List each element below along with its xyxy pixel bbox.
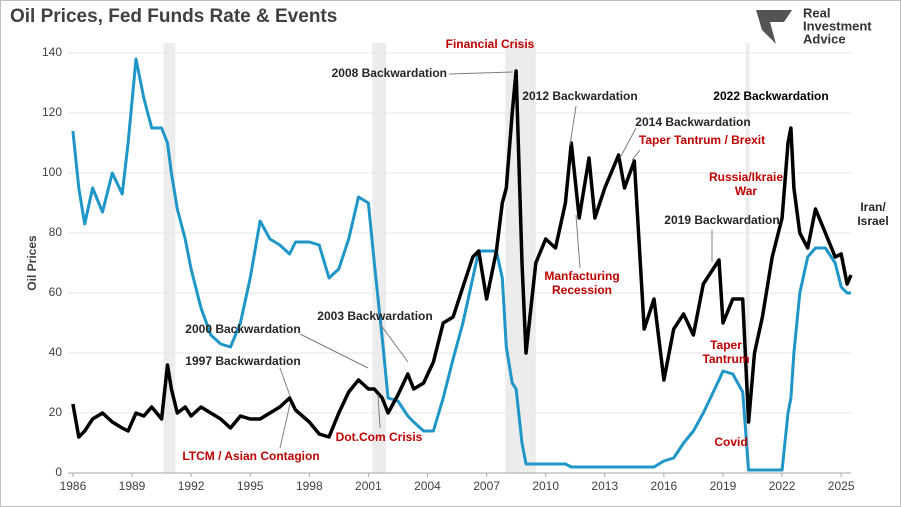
x-tick-label: 2022 xyxy=(769,479,796,493)
series-line xyxy=(71,69,853,439)
recession-band xyxy=(372,43,387,473)
leader-line xyxy=(279,367,291,397)
annotation: Israel xyxy=(857,214,888,228)
annotation: Tantrum xyxy=(702,352,749,366)
x-tick-label: 2019 xyxy=(710,479,737,493)
logo-text: Advice xyxy=(803,31,846,46)
x-tick-label: 2016 xyxy=(651,479,678,493)
leader-line xyxy=(299,333,369,369)
x-tick-label: 1986 xyxy=(60,479,87,493)
recession-band xyxy=(163,43,176,473)
annotation: Taper xyxy=(710,338,742,352)
annotation: 2012 Backwardation xyxy=(522,89,637,103)
annotation: 2008 Backwardation xyxy=(332,66,447,80)
leader-line xyxy=(619,127,637,159)
leader-line xyxy=(631,149,641,161)
annotation: War xyxy=(735,184,758,198)
y-axis-label: Oil Prices xyxy=(25,235,39,291)
annotation: 2000 Backwardation xyxy=(185,322,300,336)
leader-line xyxy=(448,71,514,75)
logo-text: Investment xyxy=(803,18,872,33)
annotation: Dot.Com Crisis xyxy=(336,430,423,444)
annotation: LTCM / Asian Contagion xyxy=(182,449,319,463)
annotation: 2019 Backwardation xyxy=(664,213,779,227)
leader-line xyxy=(569,105,577,146)
annotation: Manfacturing xyxy=(544,269,619,283)
leader-line xyxy=(377,394,381,429)
y-tick-label: 140 xyxy=(42,45,62,59)
annotation: Financial Crisis xyxy=(446,37,535,51)
x-tick-label: 2010 xyxy=(532,479,559,493)
annotation: 2003 Backwardation xyxy=(317,309,432,323)
y-tick-label: 120 xyxy=(42,105,62,119)
annotation: Taper Tantrum / Brexit xyxy=(639,133,765,147)
leader-line xyxy=(379,323,409,363)
y-tick-label: 0 xyxy=(55,465,62,479)
x-tick-label: 2001 xyxy=(355,479,382,493)
annotation: Covid xyxy=(714,435,747,449)
x-tick-label: 2007 xyxy=(473,479,500,493)
logo-text: Real xyxy=(803,5,830,20)
x-tick-label: 1998 xyxy=(296,479,323,493)
y-tick-label: 100 xyxy=(42,165,62,179)
annotation: 1997 Backwardation xyxy=(185,354,300,368)
annotation: Russia/Ikraie xyxy=(709,170,783,184)
x-tick-label: 2025 xyxy=(828,479,855,493)
x-tick-label: 1995 xyxy=(237,479,264,493)
chart-title: Oil Prices, Fed Funds Rate & Events xyxy=(10,6,337,27)
annotation: 2022 Backwardation xyxy=(713,89,828,103)
y-tick-label: 60 xyxy=(49,285,63,299)
x-tick-label: 1989 xyxy=(119,479,146,493)
x-tick-label: 1992 xyxy=(178,479,205,493)
logo: Real Investment Advice xyxy=(756,5,872,46)
annotation: 2014 Backwardation xyxy=(635,115,750,129)
x-tick-label: 2004 xyxy=(414,479,441,493)
leader-line xyxy=(575,214,581,269)
annotation: Recession xyxy=(552,283,612,297)
recession-band xyxy=(745,43,750,473)
y-tick-label: 80 xyxy=(49,225,63,239)
logo-mark xyxy=(756,10,792,44)
y-tick-label: 20 xyxy=(49,405,63,419)
x-tick-label: 2013 xyxy=(591,479,618,493)
leader-line xyxy=(279,403,291,449)
annotation: Iran/ xyxy=(860,200,886,214)
y-tick-label: 40 xyxy=(49,345,63,359)
